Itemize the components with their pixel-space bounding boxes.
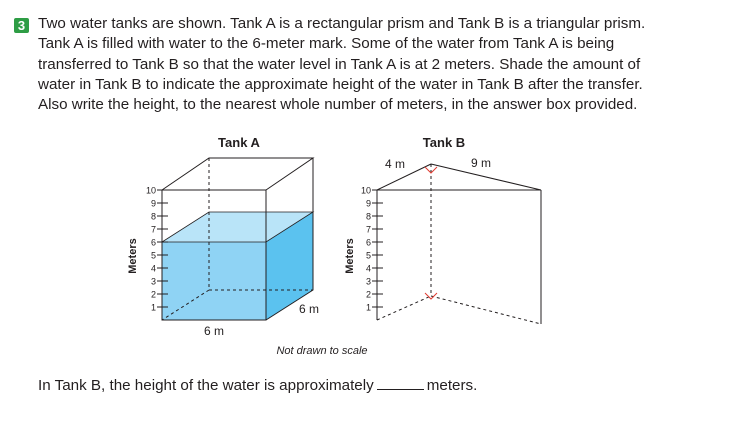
problem-line: Tank A is filled with water to the 6-met… xyxy=(38,35,615,53)
tank-a-axis-label: Meters xyxy=(127,238,139,273)
tank-b-title: Tank B xyxy=(423,135,465,150)
tank-a-scale-tick-label: 9 xyxy=(151,199,156,209)
tank-a-scale-tick-label: 6 xyxy=(151,238,156,248)
tank-a-width-label: 6 m xyxy=(204,324,224,338)
tank-b-scale-tick-label: 7 xyxy=(366,225,371,235)
tank-b-scale-tick-label: 6 xyxy=(366,238,371,248)
tank-a-scale-tick-label: 2 xyxy=(151,290,156,300)
tank-a-scale-tick-label: 8 xyxy=(151,212,156,222)
tank-b-scale-tick-label: 8 xyxy=(366,212,371,222)
tank-a-scale-tick-label: 7 xyxy=(151,225,156,235)
tank-a-scale-tick-label: 10 xyxy=(146,186,156,196)
tank-a-scale-tick-label: 3 xyxy=(151,277,156,287)
tank-a-scale-tick-label: 5 xyxy=(151,251,156,261)
tank-a-water-front xyxy=(162,242,266,320)
tank-a-scale-tick-label: 1 xyxy=(151,303,156,313)
tank-b-base-label: 4 m xyxy=(385,157,405,171)
right-angle-marker-bottom xyxy=(424,292,438,300)
tank-b-scale-tick-label: 9 xyxy=(366,199,371,209)
tank-a-title: Tank A xyxy=(218,135,261,150)
tank-a-water-side xyxy=(266,212,313,320)
tank-b-length-label: 9 m xyxy=(471,156,491,170)
tank-b-scale-tick-label: 1 xyxy=(366,303,371,313)
problem-line: Two water tanks are shown. Tank A is a r… xyxy=(38,15,646,32)
answer-suffix: meters. xyxy=(426,377,478,394)
not-to-scale-note: Not drawn to scale xyxy=(276,345,367,357)
tank-a-scale xyxy=(157,189,168,320)
tank-a-hidden-edges xyxy=(161,158,313,321)
tank-b-scale-tick-label: 4 xyxy=(366,264,371,274)
tank-b-scale-tick-label: 2 xyxy=(366,290,371,300)
problem-line: water in Tank B to indicate the approxim… xyxy=(38,75,643,93)
tank-b-scale-tick-label: 3 xyxy=(366,277,371,287)
answer-prefix: In Tank B, the height of the water is ap… xyxy=(38,377,374,394)
problem-line: Also write the height, to the nearest wh… xyxy=(38,96,638,114)
tank-b-edges xyxy=(376,163,542,324)
tank-b-scale-tick-label: 5 xyxy=(366,251,371,261)
tank-b-scale-tick-label: 10 xyxy=(361,186,371,196)
answer-sentence: In Tank B, the height of the water is ap… xyxy=(38,377,477,394)
tank-a-scale-tick-label: 4 xyxy=(151,264,156,274)
problem-text: Two water tanks are shown. Tank A is a r… xyxy=(38,14,738,115)
tank-b-scale xyxy=(372,189,383,308)
answer-blank[interactable] xyxy=(376,389,424,390)
tank-a-depth-label: 6 m xyxy=(299,302,319,316)
problem-number-badge: 3 xyxy=(14,18,29,33)
problem-line: transferred to Tank B so that the water … xyxy=(38,55,641,73)
tank-b-axis-label: Meters xyxy=(344,238,356,273)
tank-b-hidden-edges xyxy=(376,164,542,325)
right-angle-marker-top xyxy=(424,166,438,174)
